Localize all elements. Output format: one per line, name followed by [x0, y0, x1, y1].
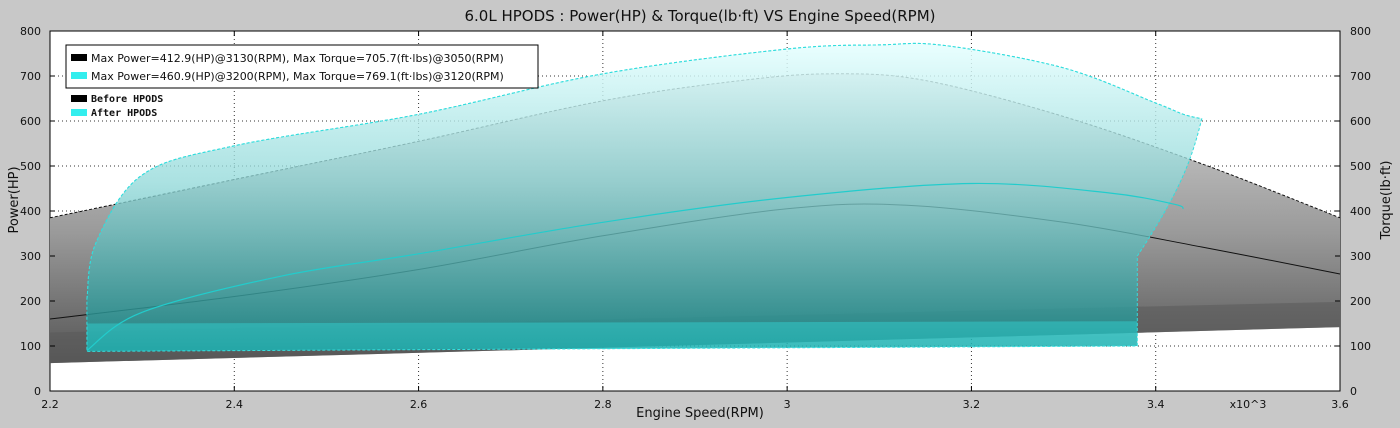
y-tick-label-left: 800	[20, 25, 41, 38]
y-tick-label-left: 400	[20, 205, 41, 218]
y-axis-left-title: Power(HP)	[7, 166, 22, 233]
x-tick-label: 2.4	[226, 398, 244, 411]
y-tick-label-right: 400	[1350, 205, 1371, 218]
after-power-line	[86, 182, 1184, 351]
chart-title: 6.0L HPODS : Power(HP) & Torque(lb·ft) V…	[464, 7, 935, 25]
y-axis-right-title: Torque(lb·ft)	[1379, 161, 1394, 241]
series-label-after: After HPODS	[91, 108, 157, 119]
legend-swatch-after	[71, 72, 87, 79]
y-tick-label-left: 700	[20, 70, 41, 83]
y-tick-label-right: 700	[1350, 70, 1371, 83]
x-tick-label: 3.4	[1147, 398, 1165, 411]
legend-max-after: Max Power=460.9(HP)@3200(RPM), Max Torqu…	[91, 70, 504, 83]
y-axis-left-ticks: 0 100 200 300 400 500 600 700 800	[20, 25, 55, 398]
after-torque-line	[86, 42, 1202, 299]
y-tick-label-left: 200	[20, 295, 41, 308]
x-tick-label: 2.2	[41, 398, 59, 411]
x-axis-ticks: 2.2 2.4 2.6 2.8 3 3.2 3.4 3.6	[41, 31, 1349, 411]
legend-swatch-before	[71, 54, 87, 61]
y-tick-label-right: 100	[1350, 340, 1371, 353]
y-tick-label-right: 0	[1350, 385, 1357, 398]
y-tick-label-right: 600	[1350, 115, 1371, 128]
y-axis-right-ticks: 0 100 200 300 400 500 600 700 800	[1335, 25, 1371, 398]
y-tick-label-left: 100	[20, 340, 41, 353]
series-swatch-after	[71, 109, 87, 116]
after-lower-band	[86, 321, 1138, 352]
y-tick-label-right: 200	[1350, 295, 1371, 308]
series-swatch-before	[71, 95, 87, 102]
y-tick-label-right: 800	[1350, 25, 1371, 38]
series-label-before: Before HPODS	[91, 94, 163, 105]
y-tick-label-right: 500	[1350, 160, 1371, 173]
x-tick-label: 3.2	[963, 398, 981, 411]
x-tick-label: 3.6	[1331, 398, 1349, 411]
y-tick-label-left: 600	[20, 115, 41, 128]
legend-max-before: Max Power=412.9(HP)@3130(RPM), Max Torqu…	[91, 52, 504, 65]
x-multiplier-label: x10^3	[1230, 398, 1267, 411]
y-tick-label-left: 0	[34, 385, 41, 398]
y-tick-label-left: 500	[20, 160, 41, 173]
x-tick-label: 3	[784, 398, 791, 411]
series-legend: Before HPODS After HPODS	[71, 94, 163, 119]
max-values-legend: Max Power=412.9(HP)@3130(RPM), Max Torqu…	[65, 44, 539, 89]
after-hpods-layer	[86, 42, 1203, 352]
x-axis-title: Engine Speed(RPM)	[636, 406, 764, 421]
max-values-legend-box	[65, 44, 539, 89]
x-tick-label: 2.6	[410, 398, 428, 411]
y-tick-label-right: 300	[1350, 250, 1371, 263]
x-tick-label: 2.8	[594, 398, 612, 411]
y-tick-label-left: 300	[20, 250, 41, 263]
